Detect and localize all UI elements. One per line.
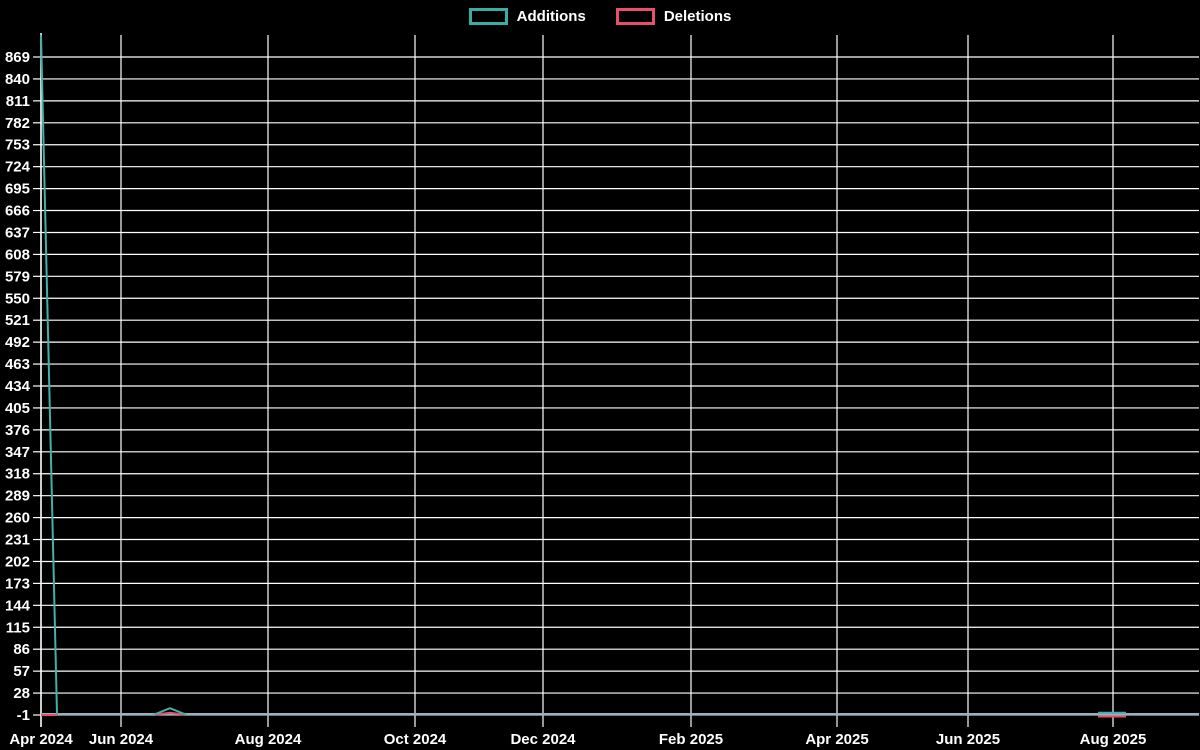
gridlines bbox=[33, 35, 1199, 727]
svg-text:289: 289 bbox=[5, 488, 30, 505]
additions-swatch-icon bbox=[468, 8, 508, 25]
svg-text:869: 869 bbox=[5, 49, 30, 66]
svg-text:28: 28 bbox=[13, 685, 30, 702]
chart-legend: Additions Deletions bbox=[0, 8, 1200, 25]
svg-text:405: 405 bbox=[5, 400, 30, 417]
svg-text:840: 840 bbox=[5, 71, 30, 88]
svg-text:202: 202 bbox=[5, 553, 30, 570]
svg-text:434: 434 bbox=[5, 378, 31, 395]
y-tick-labels: 869 840 811 782 753 724 695 666 637 608 579 550 521 4… bbox=[5, 49, 31, 724]
svg-text:Jun 2025: Jun 2025 bbox=[936, 731, 1000, 748]
svg-text:724: 724 bbox=[5, 159, 31, 176]
svg-text:347: 347 bbox=[5, 444, 30, 461]
legend-item-deletions[interactable]: Deletions bbox=[615, 8, 732, 25]
svg-text:550: 550 bbox=[5, 290, 30, 307]
svg-text:260: 260 bbox=[5, 510, 30, 527]
svg-text:144: 144 bbox=[5, 597, 31, 614]
svg-text:115: 115 bbox=[6, 619, 30, 636]
x-tick-labels: Apr 2024 Jun 2024 Aug 2024 Oct 2024 Dec 2024… bbox=[9, 731, 1146, 748]
legend-label-additions: Additions bbox=[516, 8, 586, 25]
svg-text:57: 57 bbox=[13, 663, 30, 680]
svg-text:318: 318 bbox=[5, 466, 30, 483]
svg-text:376: 376 bbox=[5, 422, 30, 439]
svg-text:Aug 2024: Aug 2024 bbox=[235, 731, 302, 748]
svg-text:753: 753 bbox=[5, 137, 30, 154]
additions-line bbox=[40, 35, 1126, 716]
svg-text:521: 521 bbox=[5, 312, 30, 329]
svg-text:Apr 2024: Apr 2024 bbox=[9, 731, 73, 748]
svg-text:608: 608 bbox=[5, 246, 30, 263]
svg-text:811: 811 bbox=[6, 93, 30, 110]
svg-text:Jun 2024: Jun 2024 bbox=[89, 731, 154, 748]
svg-text:666: 666 bbox=[5, 203, 30, 220]
svg-text:Aug 2025: Aug 2025 bbox=[1080, 731, 1147, 748]
svg-text:173: 173 bbox=[5, 575, 30, 592]
svg-text:579: 579 bbox=[5, 268, 30, 285]
svg-text:637: 637 bbox=[5, 224, 30, 241]
svg-text:695: 695 bbox=[5, 181, 30, 198]
svg-text:Dec 2024: Dec 2024 bbox=[510, 731, 576, 748]
svg-text:86: 86 bbox=[13, 641, 30, 658]
svg-text:492: 492 bbox=[5, 334, 30, 351]
svg-text:231: 231 bbox=[5, 532, 30, 549]
svg-text:Oct 2024: Oct 2024 bbox=[384, 731, 447, 748]
svg-text:-1: -1 bbox=[17, 707, 30, 724]
svg-text:Apr 2025: Apr 2025 bbox=[805, 731, 868, 748]
deletions-swatch-icon bbox=[615, 8, 655, 25]
svg-text:463: 463 bbox=[5, 356, 30, 373]
legend-item-additions[interactable]: Additions bbox=[468, 8, 586, 25]
deletions-line bbox=[41, 711, 1126, 718]
legend-label-deletions: Deletions bbox=[663, 8, 732, 25]
svg-text:782: 782 bbox=[5, 115, 30, 132]
svg-text:Feb 2025: Feb 2025 bbox=[659, 731, 723, 748]
